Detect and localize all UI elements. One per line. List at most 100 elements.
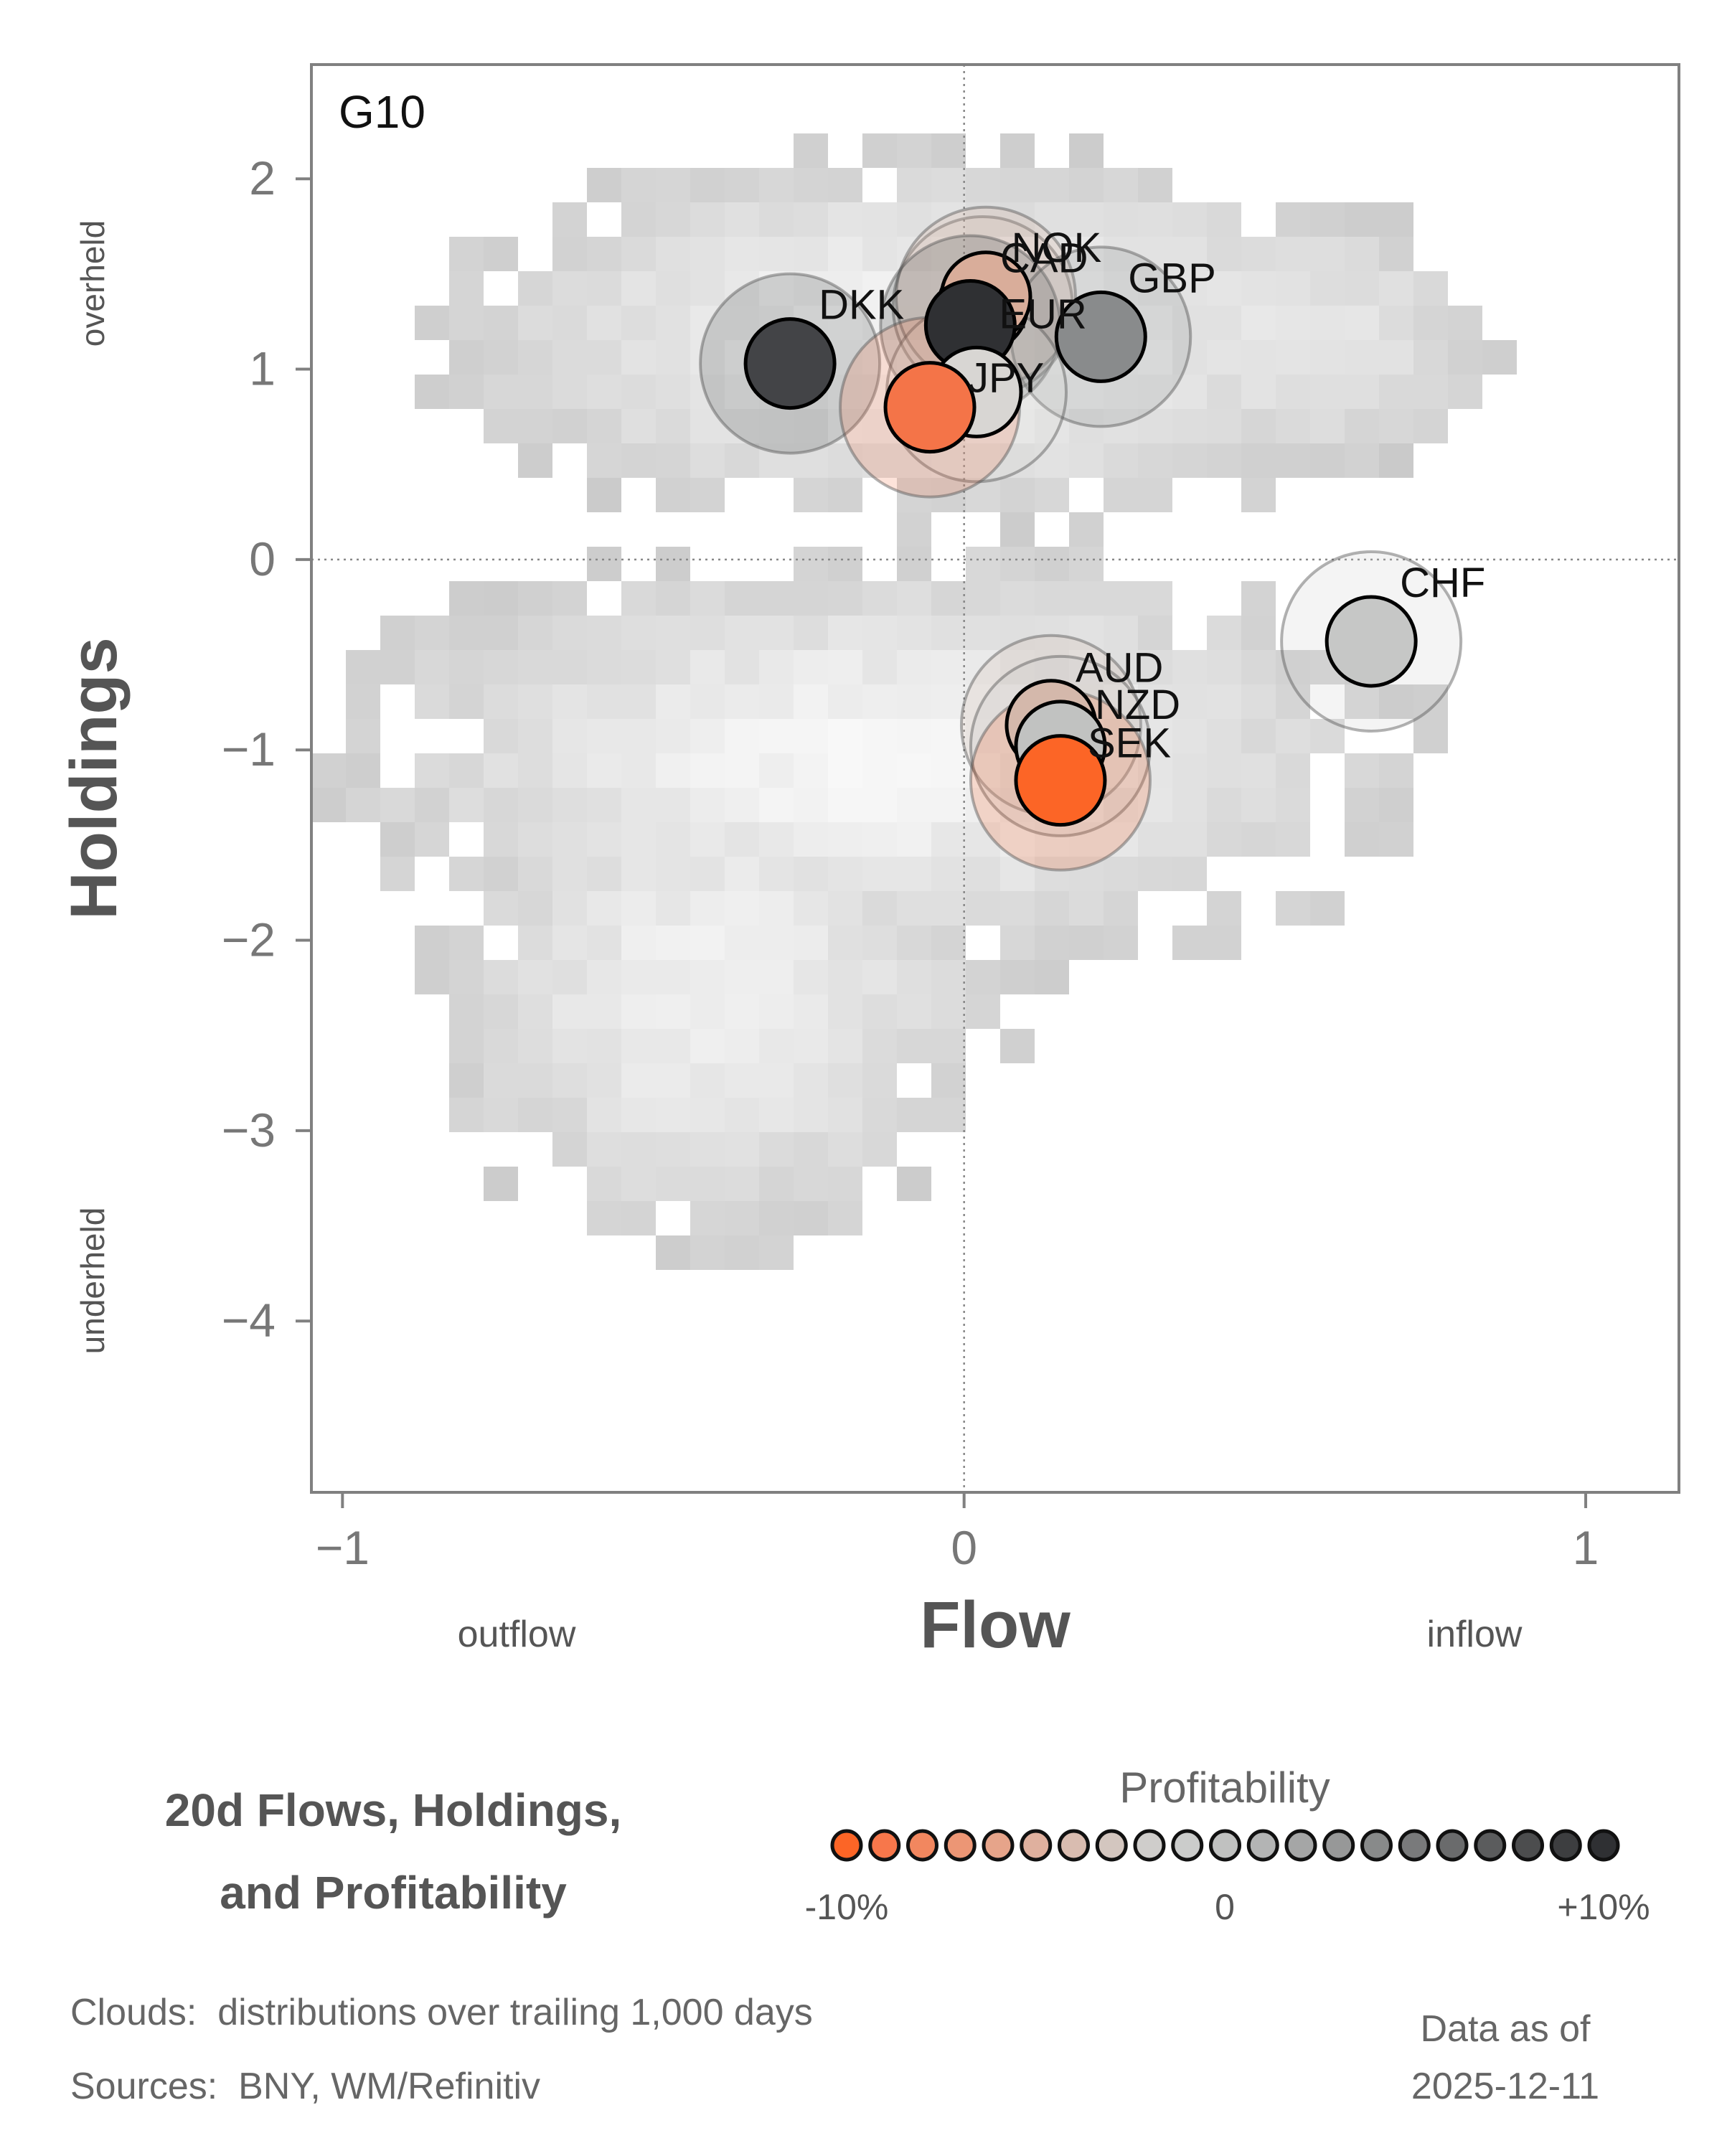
cloud-cell	[1138, 616, 1172, 650]
cloud-cell	[1207, 926, 1241, 960]
cloud-cell	[794, 1167, 828, 1201]
cloud-cell	[1069, 857, 1104, 891]
legend-swatch	[1512, 1829, 1544, 1862]
cloud-cell	[621, 753, 656, 788]
cloud-cell	[725, 891, 759, 926]
cloud-cell	[725, 960, 759, 994]
cloud-cell	[690, 478, 725, 512]
cloud-cell	[518, 271, 552, 306]
cloud-cell	[1172, 237, 1207, 271]
cloud-cell	[484, 409, 518, 443]
cloud-cell	[484, 1029, 518, 1063]
legend-swatch	[1549, 1829, 1582, 1862]
cloud-cell	[587, 753, 621, 788]
cloud-cell	[690, 1029, 725, 1063]
cloud-cell	[1310, 719, 1345, 753]
cloud-cell	[587, 788, 621, 822]
cloud-cell	[931, 753, 966, 788]
bubble-point	[1014, 734, 1107, 827]
cloud-cell	[346, 684, 380, 719]
legend-swatch	[1246, 1829, 1279, 1862]
cloud-cell	[1035, 891, 1069, 926]
cloud-cell	[1035, 375, 1069, 409]
cloud-cell	[862, 994, 897, 1029]
cloud-cell	[484, 581, 518, 616]
cloud-cell	[966, 547, 1000, 581]
cloud-cell	[621, 168, 656, 202]
cloud-cell	[656, 443, 690, 478]
cloud-cell	[1104, 822, 1138, 857]
cloud-cell	[794, 443, 828, 478]
legend-tick-min: -10%	[805, 1887, 889, 1927]
cloud-cell	[1345, 271, 1379, 306]
cloud-cell	[828, 753, 862, 788]
cloud-cell	[1172, 271, 1207, 306]
legend-tick-zero: 0	[1215, 1887, 1235, 1927]
cloud-cell	[897, 891, 931, 926]
cloud-cell	[1379, 306, 1413, 340]
cloud-cell	[1310, 891, 1345, 926]
cloud-cell	[759, 719, 794, 753]
cloud-cell	[552, 684, 587, 719]
cloud-cell	[725, 1098, 759, 1132]
legend-swatch	[1058, 1829, 1090, 1862]
cloud-cell	[1276, 340, 1310, 375]
cloud-cell	[759, 581, 794, 616]
cloud-cell	[931, 581, 966, 616]
cloud-cell	[759, 822, 794, 857]
cloud-cell	[656, 1029, 690, 1063]
cloud-cell	[380, 788, 415, 822]
cloud-cell	[759, 443, 794, 478]
cloud-cell	[1207, 375, 1241, 409]
cloud-cell	[794, 822, 828, 857]
cloud-cell	[552, 340, 587, 375]
cloud-cell	[346, 650, 380, 684]
cloud-cell	[1413, 306, 1448, 340]
cloud-cell	[484, 753, 518, 788]
cloud-cell	[862, 133, 897, 168]
bubble-point	[883, 361, 977, 454]
cloud-cell	[931, 788, 966, 822]
cloud-cell	[1413, 684, 1448, 719]
cloud-cell	[759, 168, 794, 202]
cloud-cell	[1310, 340, 1345, 375]
cloud-cell	[518, 994, 552, 1029]
cloud-cell	[656, 857, 690, 891]
cloud-cell	[484, 891, 518, 926]
cloud-cell	[1448, 306, 1482, 340]
cloud-cell	[897, 478, 931, 512]
cloud-cell	[484, 650, 518, 684]
cloud-cell	[828, 547, 862, 581]
cloud-cell	[1000, 168, 1035, 202]
cloud-cell	[1276, 202, 1310, 237]
cloud-cell	[862, 1132, 897, 1167]
cloud-cell	[1069, 202, 1104, 237]
cloud-cell	[415, 616, 449, 650]
cloud-cell	[759, 1235, 794, 1270]
cloud-cell	[484, 719, 518, 753]
cloud-cell	[690, 168, 725, 202]
cloud-cell	[862, 926, 897, 960]
cloud-cell	[690, 788, 725, 822]
cloud-cell	[621, 306, 656, 340]
cloud-cell	[656, 375, 690, 409]
cloud-cell	[897, 822, 931, 857]
cloud-cell	[449, 581, 484, 616]
data-as-of-date: 2025-12-11	[1411, 2066, 1599, 2107]
cloud-cell	[690, 581, 725, 616]
cloud-cell	[966, 719, 1000, 753]
cloud-cell	[794, 960, 828, 994]
cloud-cell	[759, 994, 794, 1029]
cloud-cell	[1000, 202, 1035, 237]
cloud-cell	[1035, 271, 1069, 306]
cloud-cell	[931, 891, 966, 926]
cloud-cell	[518, 788, 552, 822]
cloud-cell	[1069, 547, 1104, 581]
cloud-cell	[587, 926, 621, 960]
cloud-cell	[759, 1167, 794, 1201]
cloud-cell	[415, 753, 449, 788]
point-label: AUD	[1076, 645, 1163, 692]
cloud-cell	[690, 409, 725, 443]
